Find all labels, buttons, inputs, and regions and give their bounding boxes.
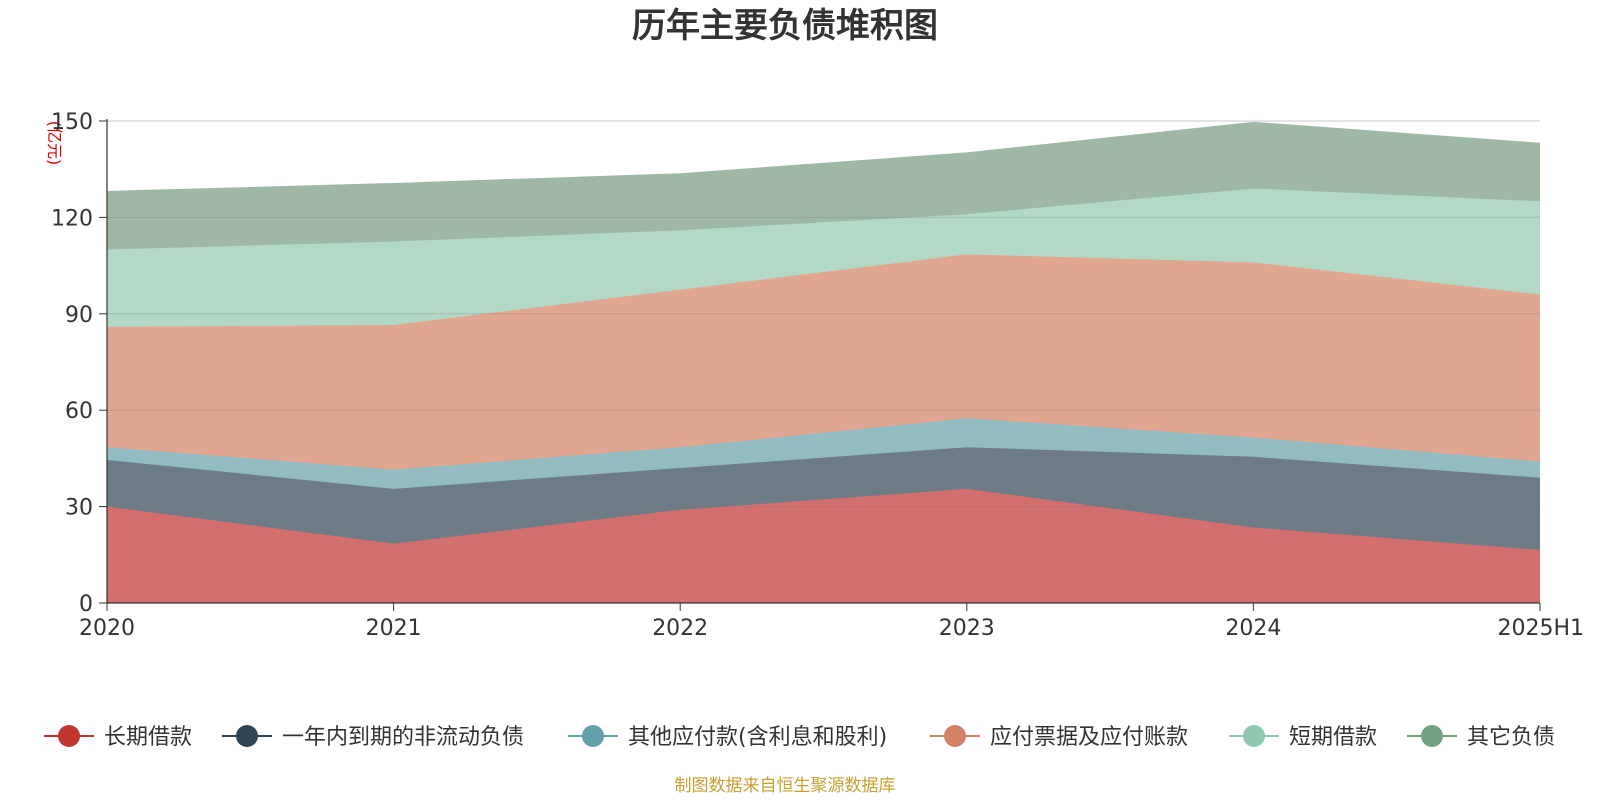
source-note: 制图数据来自恒生聚源数据库 [675,776,896,796]
area-line-5 [106,121,1541,193]
legend-item-5[interactable]: 其它负债 [1407,725,1555,750]
area-series-4 [107,188,1540,327]
area-line-0 [106,488,1541,551]
x-tick-label: 2022 [652,616,708,641]
x-tick-label: 2021 [366,616,422,641]
legend-label: 短期借款 [1289,725,1377,750]
legend-marker [1421,725,1443,747]
grid-layer [107,120,1540,508]
legend-item-1[interactable]: 一年内到期的非流动负债 [222,725,524,750]
area-series-0 [107,488,1540,603]
legend-marker [582,725,604,747]
legend-label: 长期借款 [104,725,192,750]
legend-label: 应付票据及应付账款 [990,725,1188,750]
area-series-2 [107,418,1540,489]
legend-marker [944,725,966,747]
legend-item-2[interactable]: 其他应付款(含利息和股利) [568,725,887,750]
y-tick-label: 30 [65,496,93,521]
y-unit-label: (亿元) [45,121,64,166]
area-series-5 [107,122,1540,250]
legend-item-0[interactable]: 长期借款 [44,725,192,750]
legend-marker [236,725,258,747]
legend-marker [1243,725,1265,747]
axes-layer: 0 30 60 90 120 150 2020 2021 2022 2023 2024 2025H1 [51,110,1584,641]
x-tick-label: 2020 [79,616,135,641]
legend-label: 一年内到期的非流动负债 [282,725,524,750]
y-tick-label: 90 [65,303,93,328]
x-tick-label: 2024 [1225,616,1281,641]
y-tick-label: 120 [51,206,93,231]
legend-item-3[interactable]: 应付票据及应付账款 [930,725,1188,750]
x-tick-label: 2025H1 [1497,616,1584,641]
area-series-1 [107,447,1540,550]
legend-marker [58,725,80,747]
legend-label: 其它负债 [1467,725,1555,750]
y-tick-label: 60 [65,399,93,424]
area-series-3 [107,254,1540,470]
x-tick-label: 2023 [939,616,995,641]
legend: 长期借款 一年内到期的非流动负债 其他应付款(含利息和股利) 应付票据及应付账款 短期借… [44,725,1555,750]
legend-label: 其他应付款(含利息和股利) [628,725,887,750]
chart-title: 历年主要负债堆积图 [632,6,938,46]
legend-item-4[interactable]: 短期借款 [1229,725,1377,750]
y-tick-label: 150 [51,110,93,135]
y-tick-label: 0 [79,592,93,617]
areas-layer [106,121,1541,603]
